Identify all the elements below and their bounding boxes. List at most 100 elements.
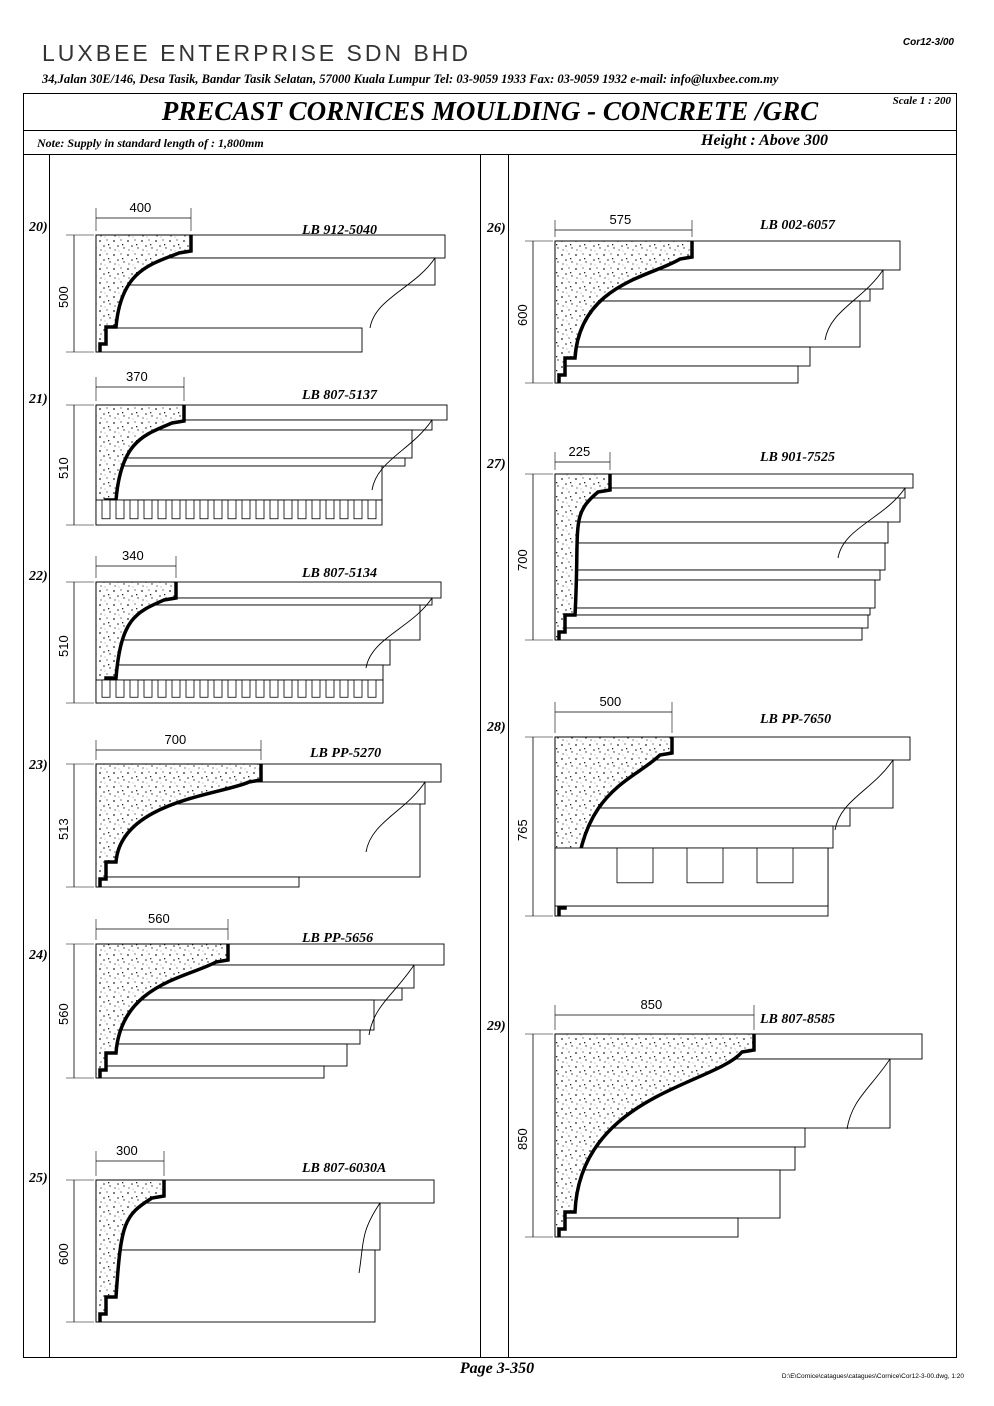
moulding-code: LB 912-5040 bbox=[302, 223, 378, 238]
height-dimension: 850 bbox=[515, 1127, 530, 1150]
profile-band bbox=[554, 905, 829, 917]
moulding-number: 23) bbox=[29, 758, 48, 773]
dentil-block bbox=[227, 679, 237, 698]
profile-band bbox=[95, 876, 300, 888]
profile-band bbox=[554, 1217, 739, 1238]
dentil-block bbox=[283, 499, 293, 520]
moulding-20 bbox=[66, 208, 446, 353]
moulding-code: LB 901-7525 bbox=[760, 450, 836, 465]
profile-band bbox=[554, 300, 861, 348]
dentil-block bbox=[269, 499, 279, 520]
height-dimension: 513 bbox=[56, 817, 71, 840]
profile-outline bbox=[98, 764, 263, 887]
dentil-block bbox=[255, 679, 265, 698]
page-title: PRECAST CORNICES MOULDING - CONCRETE /GR… bbox=[161, 96, 819, 126]
profile-band bbox=[95, 803, 421, 878]
dentil-block bbox=[325, 499, 335, 520]
soffit-curve bbox=[369, 257, 436, 329]
profile-outline bbox=[98, 582, 178, 703]
left-margin-line bbox=[49, 155, 50, 1358]
profile-band bbox=[554, 1169, 781, 1219]
note-bar: Note: Supply in standard length of : 1,8… bbox=[23, 131, 957, 155]
profile-outline bbox=[98, 1180, 166, 1322]
dentil-block bbox=[115, 679, 125, 698]
profile-band bbox=[95, 1065, 325, 1079]
dentil-block bbox=[129, 499, 139, 520]
width-dimension: 850 bbox=[640, 997, 663, 1012]
profile-band bbox=[554, 365, 799, 384]
profile-band bbox=[554, 825, 834, 849]
moulding-number: 22) bbox=[29, 569, 48, 584]
profile-band bbox=[554, 569, 881, 581]
height-dimension: 600 bbox=[56, 1243, 71, 1265]
profile-outline bbox=[98, 235, 193, 352]
dentil-block bbox=[686, 847, 724, 884]
dentil-block bbox=[339, 679, 349, 698]
soffit-curve bbox=[846, 1058, 891, 1130]
moulding-26 bbox=[525, 220, 901, 384]
company-name: LUXBEE ENTERPRISE SDN BHD bbox=[42, 40, 472, 66]
scale-label: Scale 1 : 200 bbox=[892, 95, 951, 107]
soffit-curve bbox=[368, 964, 415, 1036]
drawing-frame bbox=[23, 93, 957, 1358]
dentil-block bbox=[213, 499, 223, 520]
file-path: D:\E\Cornice\catagues\catagues\Cornice\C… bbox=[781, 1373, 964, 1380]
profile-band bbox=[95, 1202, 381, 1251]
width-dimension: 300 bbox=[116, 1143, 138, 1158]
height-dimension: 510 bbox=[56, 457, 71, 479]
moulding-28 bbox=[525, 702, 911, 917]
profile-band bbox=[554, 521, 889, 544]
profile-band bbox=[95, 664, 384, 681]
moulding-27 bbox=[525, 452, 914, 641]
width-dimension: 340 bbox=[122, 548, 144, 563]
profile-band bbox=[554, 807, 851, 827]
moulding-code: LB 807-5137 bbox=[302, 388, 378, 403]
dentil-block bbox=[171, 499, 181, 520]
dentil-block bbox=[129, 679, 139, 698]
moulding-number: 24) bbox=[29, 948, 48, 963]
moulding-code: LB 002-6057 bbox=[760, 218, 836, 233]
dentil-block bbox=[143, 499, 153, 520]
width-dimension: 560 bbox=[148, 911, 170, 926]
dentil-block bbox=[227, 499, 237, 520]
width-dimension: 225 bbox=[568, 444, 591, 459]
profile-outline bbox=[557, 474, 612, 640]
moulding-number: 29) bbox=[487, 1019, 506, 1034]
company-address: 34,Jalan 30E/146, Desa Tasik, Bandar Tas… bbox=[42, 72, 779, 86]
profile-band bbox=[95, 1043, 348, 1067]
profile-band bbox=[95, 1029, 361, 1045]
dentil-band bbox=[95, 679, 384, 704]
width-dimension: 370 bbox=[126, 369, 148, 384]
moulding-code: LB PP-7650 bbox=[760, 712, 832, 727]
profile-outline bbox=[98, 944, 230, 1078]
dentil-block bbox=[311, 499, 321, 520]
dentil-band bbox=[95, 499, 383, 526]
dentil-block bbox=[297, 679, 307, 698]
height-dimension: 765 bbox=[515, 818, 530, 841]
dentil-block bbox=[311, 679, 321, 698]
moulding-code: LB 807-5134 bbox=[302, 566, 378, 581]
moulding-code: LB PP-5656 bbox=[302, 931, 374, 946]
profile-band bbox=[95, 604, 421, 641]
moulding-number: 26) bbox=[487, 221, 506, 236]
profile-band bbox=[95, 1249, 376, 1323]
dentil-block bbox=[283, 679, 293, 698]
profile-outline bbox=[557, 1034, 756, 1237]
moulding-code: LB 807-8585 bbox=[760, 1012, 836, 1027]
height-dimension: 510 bbox=[56, 634, 71, 657]
dentil-block bbox=[157, 499, 167, 520]
dentil-block bbox=[101, 499, 111, 520]
height-label: Height : Above 300 bbox=[701, 132, 828, 149]
column-divider-line bbox=[480, 155, 481, 1358]
dentil-block bbox=[143, 679, 153, 698]
moulding-number: 20) bbox=[29, 220, 48, 235]
dentil-block bbox=[241, 499, 251, 520]
moulding-29 bbox=[525, 1005, 923, 1238]
moulding-24 bbox=[66, 919, 445, 1079]
moulding-code: LB 807-6030A bbox=[302, 1161, 387, 1176]
height-dimension: 700 bbox=[515, 549, 530, 571]
dentil-block bbox=[297, 499, 307, 520]
dentil-block bbox=[157, 679, 167, 698]
profile-band bbox=[554, 497, 901, 523]
profile-band bbox=[95, 327, 363, 353]
